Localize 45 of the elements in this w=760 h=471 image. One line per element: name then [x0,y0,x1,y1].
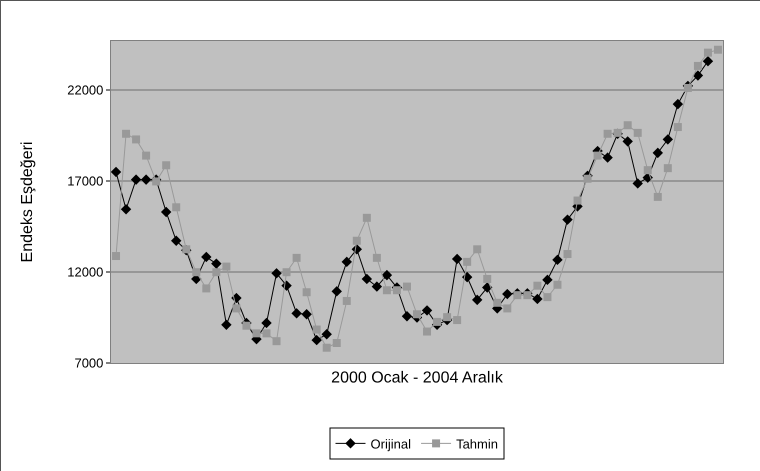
point [201,252,212,262]
point [692,70,704,81]
y-tick-label: 17000 [67,174,104,189]
legend-label: Orijinal [370,436,412,452]
point [111,166,122,178]
y-tick-label: 22000 [67,82,104,98]
point [301,309,312,320]
point [332,286,342,297]
point [221,320,232,330]
point [702,56,714,66]
point [652,148,663,158]
x-axis-title: 2000 Ocak - 2004 Aralık [331,370,504,387]
point [130,174,142,185]
point [632,178,643,189]
point [452,254,462,264]
point [472,294,482,306]
point [271,268,282,279]
point [291,308,302,319]
point [622,136,633,147]
point [140,174,152,185]
point [261,318,272,328]
point [322,329,332,340]
y-axis-title: Endeks Eşdeğeri [19,142,36,262]
legend-label: Tahmin [456,436,498,452]
point [211,258,222,269]
point [160,206,172,218]
point [502,288,512,300]
point [662,134,674,145]
point [342,256,352,268]
y-tick-label: 7000 [74,356,104,371]
point [422,305,432,316]
point [382,270,392,280]
point [672,98,684,110]
point [362,274,372,284]
point [311,334,322,346]
point [552,254,563,266]
point [171,236,182,246]
point [120,204,132,214]
y-tick-label: 12000 [67,264,104,280]
point [602,152,613,163]
point [402,311,412,322]
point [532,294,543,304]
point [542,274,553,286]
point [562,214,573,225]
point [372,281,382,292]
